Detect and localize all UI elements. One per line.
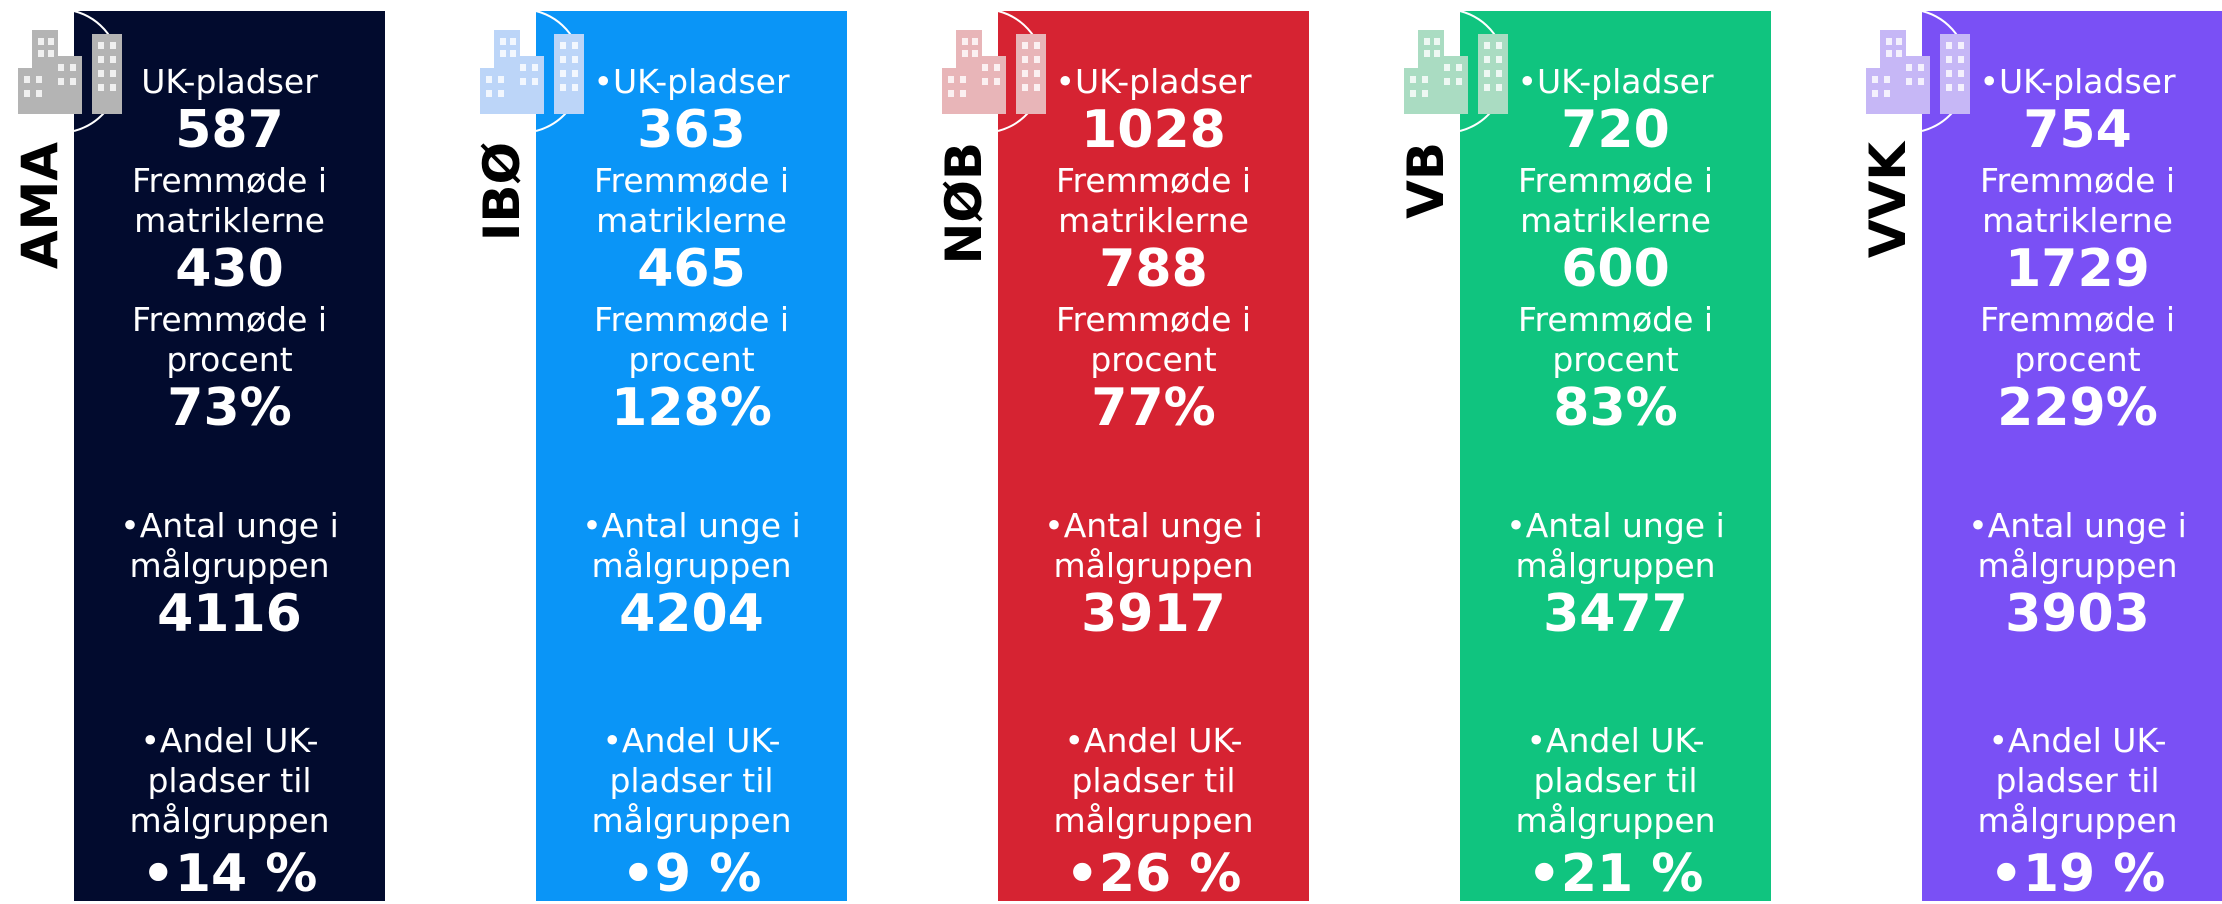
metric-value: 26 % [998, 846, 1309, 902]
metric-label: Fremmøde i procent [1517, 300, 1714, 379]
building-icon [1404, 10, 1508, 132]
metric-label: Antal unge i målgruppen [998, 506, 1309, 586]
metric-value: 4116 [157, 584, 302, 644]
building-icon [942, 10, 1046, 132]
metric-value: 3903 [2005, 584, 2150, 644]
metric-label: Fremmøde i matriklerne [1055, 161, 1252, 240]
metric-label: UK-pladser [1922, 62, 2222, 102]
metric-label: Fremmøde i procent [1055, 300, 1252, 379]
metric-value: 587 [175, 100, 284, 160]
metric-value: 363 [637, 100, 746, 160]
metric-label: Andel UK-pladser til målgruppen [1460, 721, 1771, 841]
metric-label: UK-pladser [141, 62, 318, 101]
metric-label: Antal unge i målgruppen [1922, 506, 2222, 586]
column-title: VVK [1859, 142, 1917, 259]
building-icon [1866, 10, 1970, 132]
metric-value: 430 [175, 239, 284, 299]
metric-label: Antal unge i målgruppen [536, 506, 847, 586]
metric-value: 788 [1099, 239, 1208, 299]
metric-label: Andel UK-pladser til målgruppen [998, 721, 1309, 841]
metric-value: 128% [611, 378, 772, 438]
metric-value: 1028 [1081, 100, 1226, 160]
metric-value: 600 [1561, 239, 1670, 299]
metric-label: Antal unge i målgruppen [1460, 506, 1771, 586]
column-title: AMA [11, 142, 69, 270]
metric-label: UK-pladser [536, 62, 847, 102]
metric-label: Fremmøde i procent [593, 300, 790, 379]
metric-value: 3477 [1543, 584, 1688, 644]
metric-label: Fremmøde i matriklerne [593, 161, 790, 240]
metric-label: Fremmøde i matriklerne [1979, 161, 2176, 240]
metric-value: 754 [2023, 100, 2132, 160]
metric-label: UK-pladser [1460, 62, 1771, 102]
metric-value: 9 % [536, 846, 847, 902]
column-panel: UK-pladser 587 Fremmøde i matriklerne 430 Fr… [74, 11, 385, 902]
metric-value: 3917 [1081, 584, 1226, 644]
metric-value: 4204 [619, 584, 764, 644]
metric-value: 229% [1997, 378, 2158, 438]
column-title: NØB [935, 142, 993, 265]
metric-label: Andel UK-pladser til målgruppen [536, 721, 847, 841]
metric-label: Fremmøde i procent [1979, 300, 2176, 379]
metric-label: UK-pladser [998, 62, 1309, 102]
column: AMA UK-pladser 587 Fremmøde i matriklerne 43… [0, 0, 400, 902]
metric-label: Andel UK-pladser til målgruppen [74, 721, 385, 841]
metric-value: 465 [637, 239, 746, 299]
metric-value: 77% [1091, 378, 1216, 438]
metric-value: 720 [1561, 100, 1670, 160]
metric-label: Fremmøde i procent [131, 300, 328, 379]
metric-label: Fremmøde i matriklerne [131, 161, 328, 240]
metric-value: 83% [1553, 378, 1678, 438]
column-title: VB [1397, 142, 1455, 219]
metric-label: Antal unge i målgruppen [74, 506, 385, 586]
metric-value: 14 % [74, 846, 385, 902]
metric-label: Andel UK-pladser til målgruppen [1922, 721, 2222, 841]
metric-value: 21 % [1460, 846, 1771, 902]
building-icon [18, 10, 122, 132]
metric-value: 1729 [2005, 239, 2150, 299]
column-title: IBØ [473, 142, 531, 242]
metric-value: 19 % [1922, 846, 2222, 902]
building-icon [480, 10, 584, 132]
metric-value: 73% [167, 378, 292, 438]
metric-label: Fremmøde i matriklerne [1517, 161, 1714, 240]
